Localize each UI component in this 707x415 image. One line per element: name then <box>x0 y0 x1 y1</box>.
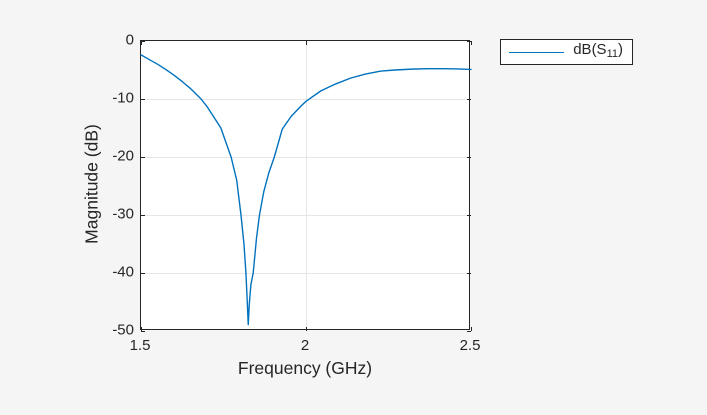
y-tick-label: -50 <box>112 321 134 339</box>
y-axis-label: Magnitude (dB) <box>81 124 102 244</box>
s11-curve-plot[interactable] <box>140 41 472 332</box>
y-tick-label: -10 <box>112 89 134 107</box>
legend-box[interactable]: dB(S11) <box>500 39 633 65</box>
x-tick-label: 2.5 <box>459 337 481 354</box>
x-axis-label: Frequency (GHz) <box>237 358 373 378</box>
y-tick-label: 0 <box>125 31 134 49</box>
legend-entry-label: dB(S11) <box>573 41 623 60</box>
y-tick-label: -30 <box>112 205 134 223</box>
y-tick-label: -20 <box>112 147 134 165</box>
x-tick-label: 1.5 <box>129 337 151 354</box>
plot-area[interactable] <box>140 40 472 332</box>
x-tick-label: 2 <box>300 337 310 354</box>
series-line-dB(S11)[interactable] <box>140 54 472 326</box>
legend-line-sample <box>509 51 564 53</box>
y-tick-label: -40 <box>112 263 134 281</box>
